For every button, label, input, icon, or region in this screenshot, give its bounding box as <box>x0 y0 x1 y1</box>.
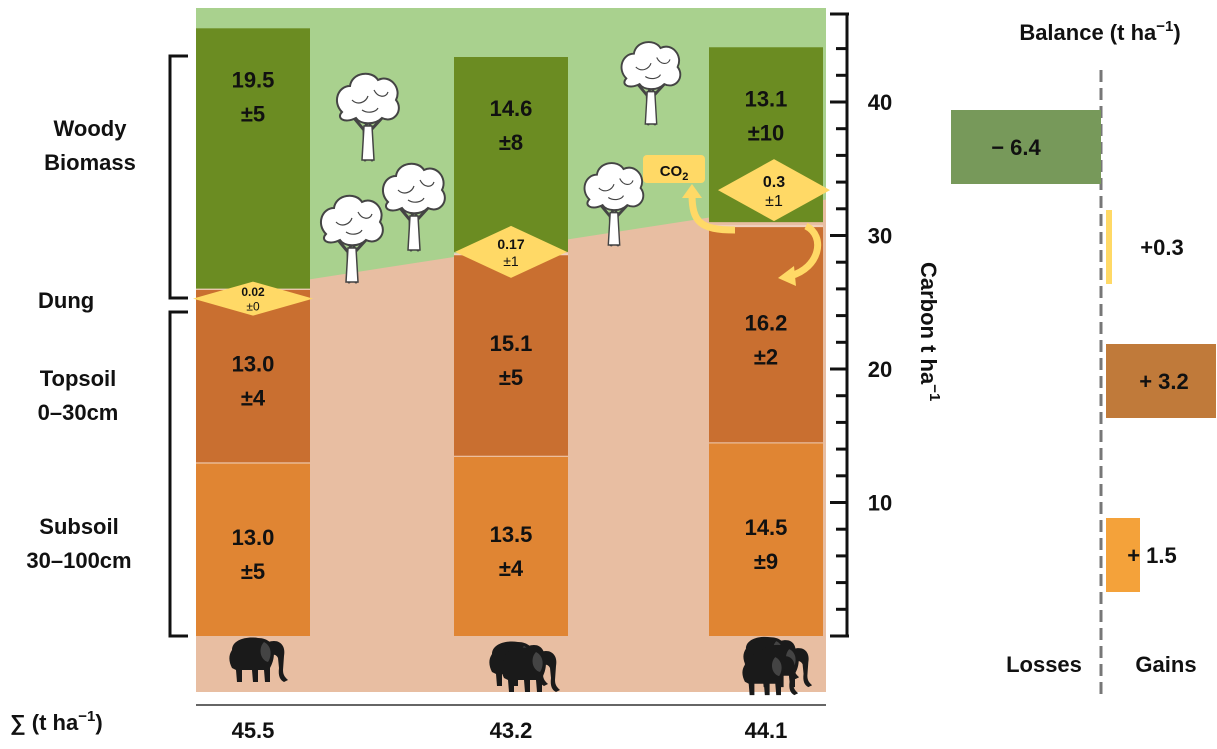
topsoil-bar <box>196 288 310 463</box>
total-value-label: 43.2 <box>490 718 533 743</box>
balance-value-label: +0.3 <box>1140 235 1183 260</box>
tree-icon <box>319 194 384 284</box>
tree-icon <box>335 72 400 162</box>
y-axis-title: Carbon t ha−1 <box>916 262 943 401</box>
dung-error-label: ±1 <box>503 253 519 269</box>
subsoil-bar <box>196 462 310 636</box>
soil-arrowhead <box>778 266 796 286</box>
bracket-soil <box>168 310 188 638</box>
woody-error-label: ±5 <box>241 101 265 126</box>
topsoil-bar <box>454 254 568 456</box>
dung-value-label: 0.17 <box>497 236 524 252</box>
subsoil-error-label: ±9 <box>754 549 778 574</box>
woody-value-label: 19.5 <box>232 67 275 92</box>
soil-arrow <box>788 222 822 280</box>
woody-value-label: 14.6 <box>490 96 533 121</box>
tree-illustrations <box>319 41 682 284</box>
balance-bar-woody <box>951 110 1101 184</box>
dung-marker <box>455 225 567 278</box>
co2-box <box>643 155 705 183</box>
losses-label: Losses <box>1006 652 1082 677</box>
label-topsoil: Topsoil 0–30cm <box>37 366 119 425</box>
subsoil-bar <box>709 442 823 636</box>
elephant-icons <box>229 636 813 696</box>
balance-value-label: − 6.4 <box>991 135 1041 160</box>
woody-bar <box>196 28 310 289</box>
topsoil-value-label: 15.1 <box>490 331 533 356</box>
subsoil-error-label: ±4 <box>499 556 524 581</box>
y-tick-label: 40 <box>868 90 892 115</box>
dung-marker <box>718 159 830 222</box>
label-woody-biomass: Woody Biomass <box>44 116 136 175</box>
dung-value-label: 0.3 <box>763 174 785 191</box>
gains-label: Gains <box>1135 652 1196 677</box>
woody-error-label: ±10 <box>748 120 785 145</box>
y-tick-label: 30 <box>868 224 892 249</box>
subsoil-value-label: 14.5 <box>745 515 788 540</box>
dung-marker <box>193 281 313 316</box>
component-brackets <box>168 54 188 638</box>
dung-error-label: ±1 <box>765 193 783 210</box>
subsoil-value-label: 13.5 <box>490 522 533 547</box>
topsoil-error-label: ±4 <box>241 386 266 411</box>
topsoil-bar <box>709 226 823 443</box>
totals-row-label: ∑ (t ha−1) <box>10 708 103 735</box>
co2-arrowhead <box>682 184 702 198</box>
stacked-bars: 13.0 ±5 13.0 ±4 19.5 ±5 13.5 ±4 15.1 ±5 14.6 ±8 14.5… <box>196 28 823 636</box>
co2-arrow <box>688 193 736 234</box>
topsoil-value-label: 16.2 <box>745 310 788 335</box>
dung-error-label: ±0 <box>246 300 260 314</box>
total-value-label: 44.1 <box>745 718 788 743</box>
y-tick-label: 20 <box>868 357 892 382</box>
subsoil-error-label: ±5 <box>241 559 265 584</box>
label-subsoil: Subsoil 30–100cm <box>26 514 132 573</box>
totals-row: ∑ (t ha−1) 45.5 43.2 44.1 <box>10 704 826 743</box>
balance-title: Balance (t ha−1) <box>1019 18 1180 45</box>
y-tick-label: 10 <box>868 491 892 516</box>
co2-label: CO2 <box>660 163 689 183</box>
balance-value-label: + 3.2 <box>1139 369 1189 394</box>
tree-icon <box>620 41 682 126</box>
subsoil-bar <box>454 455 568 636</box>
bracket-woody <box>168 54 188 300</box>
woody-bar <box>454 57 568 252</box>
total-value-label: 45.5 <box>232 718 275 743</box>
balance-bar-subsoil <box>1106 518 1140 592</box>
tree-icon <box>381 162 446 252</box>
subsoil-value-label: 13.0 <box>232 525 275 550</box>
dung-value-label: 0.02 <box>241 285 265 299</box>
elephant-icon <box>742 652 799 696</box>
y-axis: 10 20 30 40 Carbon t ha−1 <box>830 12 943 638</box>
balance-value-label: + 1.5 <box>1127 543 1177 568</box>
topsoil-value-label: 13.0 <box>232 352 275 377</box>
woody-error-label: ±8 <box>499 130 523 155</box>
label-dung: Dung <box>38 288 95 313</box>
woody-value-label: 13.1 <box>745 86 788 111</box>
elephant-icon <box>229 637 288 682</box>
balance-bar-dung <box>1106 210 1112 284</box>
tree-icon <box>583 162 645 247</box>
balance-bar-topsoil <box>1106 344 1216 418</box>
balance-panel: Balance (t ha−1) − 6.4 +0.3 + 3.2 + 1.5 Losse… <box>951 18 1216 700</box>
topsoil-error-label: ±2 <box>754 344 778 369</box>
topsoil-error-label: ±5 <box>499 365 523 390</box>
elephant-icon <box>501 647 560 692</box>
